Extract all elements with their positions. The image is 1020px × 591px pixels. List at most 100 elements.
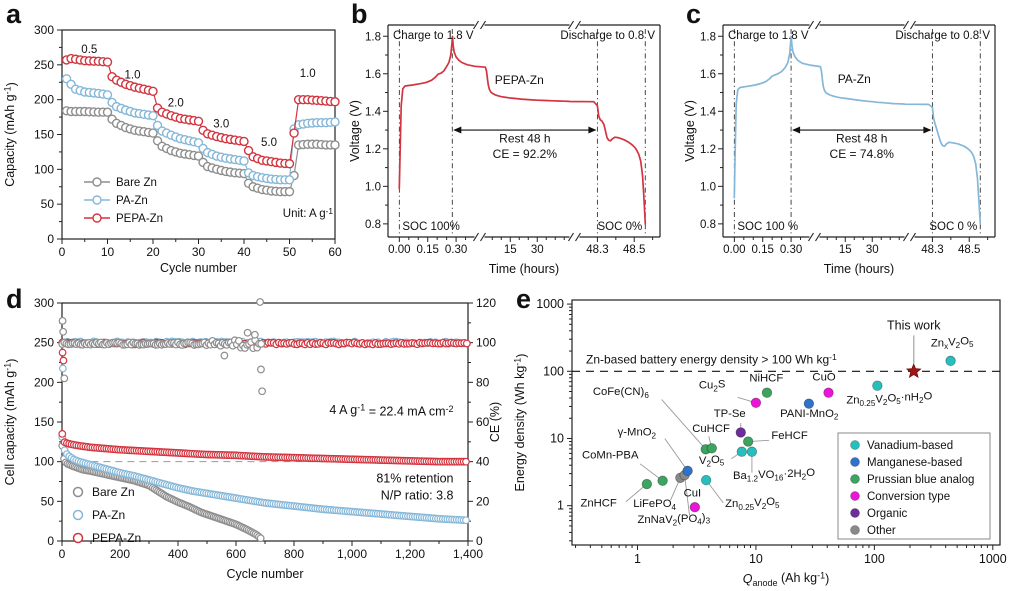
svg-text:Charge to 1.8 V: Charge to 1.8 V <box>393 30 474 42</box>
svg-text:200: 200 <box>34 93 54 107</box>
svg-text:LiFePO4: LiFePO4 <box>633 498 676 512</box>
svg-text:60: 60 <box>328 245 342 259</box>
svg-text:0.8: 0.8 <box>700 219 716 231</box>
svg-text:200: 200 <box>110 547 130 561</box>
svg-text:Bare Zn: Bare Zn <box>116 177 157 189</box>
svg-text:1.6: 1.6 <box>365 69 381 81</box>
svg-text:1.0: 1.0 <box>365 181 381 193</box>
svg-text:PEPA-Zn: PEPA-Zn <box>92 531 141 545</box>
svg-text:NiHCF: NiHCF <box>749 373 783 385</box>
svg-text:CoFe(CN)6: CoFe(CN)6 <box>593 386 649 400</box>
svg-text:SOC 100 %: SOC 100 % <box>737 221 798 233</box>
panel-a-ylabel: Capacity (mAh g-1) <box>3 82 19 187</box>
svg-text:1.0: 1.0 <box>300 68 316 80</box>
panel-e-points <box>641 355 956 513</box>
svg-text:ZnNaV2(PO4)3: ZnNaV2(PO4)3 <box>637 512 710 528</box>
svg-text:4 A g-1 = 22.4 mA cm-2: 4 A g-1 = 22.4 mA cm-2 <box>329 403 453 419</box>
svg-text:150: 150 <box>34 415 54 429</box>
panel-d-chart: 0 200 400 600 800 1,000 1,200 1,400050100150200… <box>3 296 502 581</box>
svg-text:10: 10 <box>749 552 763 566</box>
svg-text:200: 200 <box>34 375 54 389</box>
svg-text:60: 60 <box>476 415 490 429</box>
svg-text:Other: Other <box>867 525 896 537</box>
svg-text:48.3: 48.3 <box>586 244 608 256</box>
svg-text:100: 100 <box>543 364 564 378</box>
svg-text:2.0: 2.0 <box>168 97 184 109</box>
svg-text:Bare Zn: Bare Zn <box>92 485 135 499</box>
svg-text:Charge to 1.8 V: Charge to 1.8 V <box>728 30 809 42</box>
svg-text:SOC 0 %: SOC 0 % <box>929 221 977 233</box>
svg-text:V2O5: V2O5 <box>699 454 725 469</box>
panel-d-capacity-Bare Zn <box>58 441 265 543</box>
panel-a-rate-labels: 0.5 1.0 2.0 3.0 5.0 1.0 <box>81 44 315 149</box>
svg-text:15: 15 <box>839 244 852 256</box>
svg-text:0: 0 <box>59 547 66 561</box>
svg-text:5.0: 5.0 <box>261 137 277 149</box>
svg-text:TP-Se: TP-Se <box>714 408 746 420</box>
svg-text:20: 20 <box>146 245 160 259</box>
panel-b-chart-vlines <box>398 29 646 237</box>
panel-c-chart-annotations: Charge to 1.8 V Discharge to 0.8 V SOC 100… <box>728 30 990 233</box>
svg-text:CuO: CuO <box>812 371 835 383</box>
svg-text:γ-MnO2: γ-MnO2 <box>618 427 657 441</box>
svg-text:0: 0 <box>476 534 483 548</box>
panel-d-capacity <box>58 429 470 543</box>
svg-text:250: 250 <box>34 58 54 72</box>
panel-a-unit-note: Unit: A g-1 <box>283 207 334 220</box>
panel-d-annotations: 4 A g-1 = 22.4 mA cm-2 81% retention N/P r… <box>329 403 453 503</box>
svg-text:Discharge to 0.8 V: Discharge to 0.8 V <box>560 30 655 42</box>
svg-text:CE = 74.8%: CE = 74.8% <box>830 147 895 161</box>
svg-text:40: 40 <box>476 455 490 469</box>
panel-c-chart-xlabel: Time (hours) <box>824 262 894 276</box>
svg-text:1,000: 1,000 <box>337 547 367 561</box>
panel-e-ylabel: Energy density (Wh kg-1) <box>513 354 529 492</box>
svg-text:0.00: 0.00 <box>388 244 410 256</box>
panel-e-axes: 1 10 100 1000 1 10 100 1000 Qanode (Ah kg-1) Ener… <box>513 297 1007 588</box>
panel-b-label: b <box>351 0 368 29</box>
svg-text:Ba1.2VO16·2H2O: Ba1.2VO16·2H2O <box>733 467 815 484</box>
svg-text:20: 20 <box>476 494 490 508</box>
svg-text:1.4: 1.4 <box>700 106 717 118</box>
svg-text:Zn0.25V2O5: Zn0.25V2O5 <box>725 496 780 512</box>
svg-text:1.2: 1.2 <box>365 144 381 156</box>
svg-text:FeHCF: FeHCF <box>771 430 807 442</box>
svg-text:ZnHCF: ZnHCF <box>580 498 616 510</box>
svg-text:1.0: 1.0 <box>700 181 716 193</box>
svg-text:3.0: 3.0 <box>213 118 229 130</box>
panel-a-chart: 0 10 20 30 40 50 60 0 50 100 150 200 250 300 Cycle num… <box>3 23 342 275</box>
panel-b-chart-curve <box>398 35 647 225</box>
svg-text:SOC 0%: SOC 0% <box>598 221 643 233</box>
svg-text:400: 400 <box>168 547 188 561</box>
svg-text:0.15: 0.15 <box>417 244 439 256</box>
panel-a-series-Bare Zn <box>61 106 340 197</box>
svg-text:50: 50 <box>283 245 297 259</box>
svg-text:N/P ratio: 3.8: N/P ratio: 3.8 <box>381 489 454 503</box>
svg-text:SOC 100%: SOC 100% <box>402 221 460 233</box>
svg-text:48.5: 48.5 <box>958 244 980 256</box>
panel-a-series-PA-Zn <box>61 74 340 185</box>
svg-text:1000: 1000 <box>979 552 1007 566</box>
svg-text:1,400: 1,400 <box>453 547 483 561</box>
svg-text:CuI: CuI <box>684 487 702 499</box>
panel-a-xlabel: Cycle number <box>160 261 237 275</box>
panel-e: e 1 10 100 1000 1 10 100 1000 Qanode (Ah kg-1) En… <box>510 284 1020 591</box>
panel-d-capacity-PA-Zn <box>58 433 470 525</box>
svg-text:1.6: 1.6 <box>700 69 716 81</box>
svg-text:PA-Zn: PA-Zn <box>116 195 148 207</box>
svg-text:1: 1 <box>557 499 564 513</box>
panel-d-ce-Bare Zn <box>58 298 267 396</box>
svg-text:800: 800 <box>284 547 304 561</box>
panel-c: c 0.00 0.15 0.30 15 30 48.3 48.5 0.8 1.0 1.2 1.4 1.… <box>680 0 1020 285</box>
panel-e-this-work: This work <box>887 318 941 378</box>
panel-a-series-PEPA-Zn <box>61 53 340 169</box>
svg-text:600: 600 <box>226 547 246 561</box>
svg-text:1.8: 1.8 <box>365 31 381 43</box>
svg-text:300: 300 <box>34 296 54 310</box>
svg-text:100: 100 <box>34 455 54 469</box>
svg-text:150: 150 <box>34 128 54 142</box>
svg-text:0.8: 0.8 <box>365 219 381 231</box>
svg-text:CuHCF: CuHCF <box>692 423 730 435</box>
panel-a-label: a <box>6 0 22 29</box>
